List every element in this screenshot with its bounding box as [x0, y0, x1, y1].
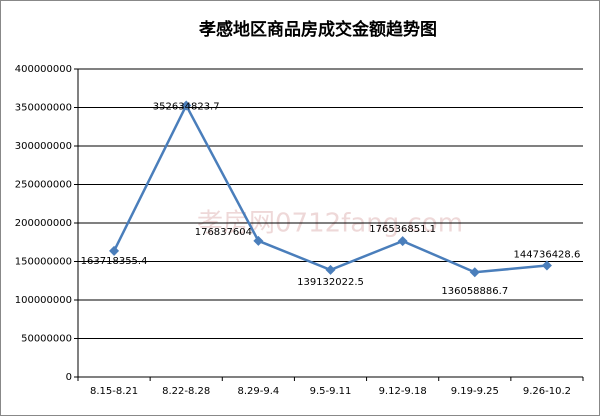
- marker: [253, 235, 264, 246]
- data-label: 136058886.7: [441, 286, 508, 297]
- x-tick-label: 8.22-8.28: [162, 386, 210, 397]
- y-tick-label: 350000000: [15, 103, 72, 114]
- marker: [181, 100, 192, 111]
- chart-title: 孝感地区商品房成交金额趋势图: [199, 19, 437, 40]
- y-tick-label: 100000000: [15, 295, 72, 306]
- y-tick-label: 50000000: [21, 334, 72, 345]
- x-tick-label: 9.19-9.25: [451, 386, 499, 397]
- x-tick-label: 8.15-8.21: [90, 386, 138, 397]
- x-tick-label: 9.26-10.2: [523, 386, 571, 397]
- data-label: 176536851.1: [369, 224, 436, 235]
- x-tick-label: 9.5-9.11: [310, 386, 352, 397]
- data-label: 352634823.7: [153, 101, 220, 112]
- y-tick-label: 300000000: [15, 141, 72, 152]
- marker: [469, 267, 480, 278]
- marker: [397, 236, 408, 247]
- y-tick-label: 400000000: [15, 64, 72, 75]
- y-tick-label: 250000000: [15, 180, 72, 191]
- data-label: 144736428.6: [514, 250, 581, 261]
- data-label: 163718355.4: [81, 256, 148, 267]
- marker: [541, 260, 552, 271]
- data-label: 176837604: [195, 227, 252, 238]
- y-tick-label: 200000000: [15, 218, 72, 229]
- marker: [109, 245, 120, 256]
- x-tick-label: 8.29-9.4: [237, 386, 279, 397]
- marker: [325, 264, 336, 275]
- y-tick-label: 150000000: [15, 257, 72, 268]
- data-label: 139132022.5: [297, 277, 364, 288]
- y-tick-label: 0: [66, 372, 72, 383]
- x-tick-label: 9.12-9.18: [379, 386, 427, 397]
